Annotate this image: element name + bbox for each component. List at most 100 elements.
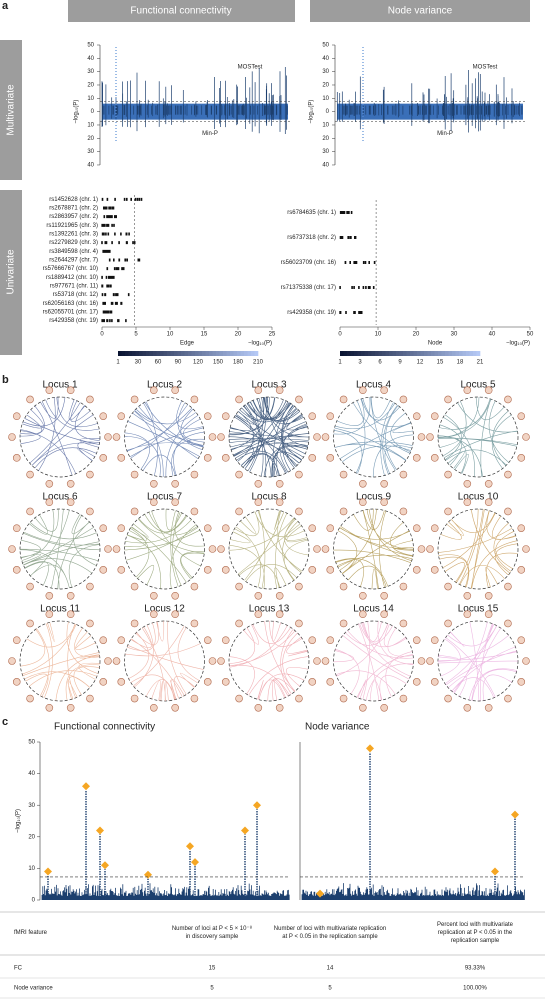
node-icon: [190, 694, 199, 703]
node-icon: [190, 582, 199, 591]
colorbar-cell: [223, 351, 227, 356]
snp-label: rs1452628 (chr. 1): [49, 197, 98, 203]
colorbar-cell: [368, 351, 372, 356]
node-icon: [308, 678, 317, 686]
node-icon: [412, 566, 421, 574]
node-icon: [117, 678, 126, 686]
node-icon: [171, 610, 179, 619]
node-icon: [295, 694, 303, 703]
locus-title: Locus 2: [147, 380, 182, 391]
y-tick-label: 10: [87, 96, 94, 102]
node-icon: [517, 524, 526, 532]
lead-snp: [44, 867, 52, 876]
node-icon: [217, 433, 225, 441]
y-tick-label: 20: [322, 83, 329, 89]
node-icon: [399, 395, 408, 404]
node-icon: [275, 479, 284, 488]
node-icon: [190, 395, 199, 404]
y-tick-label: 30: [87, 69, 94, 75]
node-icon: [504, 395, 512, 404]
node-icon: [112, 657, 121, 665]
node-icon: [171, 386, 179, 395]
colorbar-cell: [226, 351, 231, 356]
chords: [19, 508, 101, 590]
node-icon: [130, 470, 139, 479]
node-icon: [484, 479, 493, 488]
y-tick-label: 20: [87, 136, 94, 142]
node-icon: [430, 636, 439, 644]
node-icon: [484, 591, 493, 600]
node-icon: [504, 507, 512, 516]
node-icon: [99, 524, 108, 532]
node-icon: [86, 470, 94, 479]
x-tick-label: 20: [413, 332, 420, 338]
node-icon: [308, 566, 317, 574]
snp-label: rs56023709 (chr. 16): [281, 260, 336, 266]
snp-label: rs1889412 (chr. 10): [46, 275, 98, 281]
node-icon: [190, 507, 199, 516]
x-tick-label: 25: [269, 332, 276, 338]
node-icon: [208, 657, 217, 665]
node-icon: [313, 657, 321, 665]
node-icon: [254, 591, 263, 600]
colorbar-cell: [434, 351, 439, 356]
node-icon: [321, 545, 330, 553]
node-icon: [26, 619, 34, 628]
chords: [20, 621, 100, 701]
chords: [333, 397, 414, 478]
snp-label: rs6737318 (chr. 2): [287, 235, 336, 241]
node-icon: [380, 703, 388, 712]
table-header: Number of loci at P < 5 × 10⁻⁸ in discove…: [172, 925, 253, 940]
plot-title: Node variance: [305, 722, 370, 733]
node-icon: [463, 386, 472, 395]
node-icon: [130, 694, 139, 703]
colorbar-cell: [167, 351, 171, 356]
node-icon: [66, 386, 75, 395]
snp-dots: [101, 275, 115, 279]
node-icon: [8, 433, 16, 441]
node-icon: [130, 507, 139, 516]
locus-title: Locus 1: [42, 380, 77, 391]
lead-snp: [316, 889, 324, 898]
colorbar-cell: [132, 351, 136, 356]
node-icon: [45, 498, 54, 507]
colorbar-cell: [163, 351, 168, 356]
node-icon: [150, 703, 158, 712]
ring: [437, 508, 519, 590]
colorbar-cell: [382, 351, 386, 356]
y-tick-label: 10: [322, 123, 329, 129]
column-header-box: [310, 0, 530, 22]
node-icon: [359, 479, 367, 488]
snp-dots: [101, 223, 115, 227]
snp-label: rs71375338 (chr. 17): [281, 285, 336, 291]
node-icon: [99, 566, 108, 574]
node-icon: [399, 507, 408, 516]
manhattan: [301, 883, 525, 900]
node-icon: [308, 454, 317, 462]
colorbar-cell: [142, 351, 147, 356]
node-icon: [254, 386, 263, 395]
snp-dots: [101, 293, 130, 297]
node-icon: [221, 412, 230, 420]
chords: [124, 400, 205, 478]
node-icon: [45, 386, 54, 395]
node-icon: [412, 678, 421, 686]
panel-label: a: [2, 0, 9, 12]
node-icon: [504, 470, 512, 479]
snp-label: rs2678871 (chr. 2): [49, 206, 98, 212]
colorbar-cell: [347, 351, 351, 356]
ring: [19, 396, 101, 478]
node-icon: [99, 454, 108, 462]
plot-title: Functional connectivity: [54, 722, 155, 733]
x-tick-label: 50: [527, 332, 534, 338]
node-icon: [399, 582, 408, 591]
node-icon: [130, 619, 139, 628]
node-icon: [517, 412, 526, 420]
node-icon: [359, 703, 367, 712]
node-icon: [66, 591, 75, 600]
node-icon: [104, 657, 112, 665]
colorbar-cell: [188, 351, 192, 356]
node-icon: [484, 386, 493, 395]
colorbar-cell: [354, 351, 358, 356]
